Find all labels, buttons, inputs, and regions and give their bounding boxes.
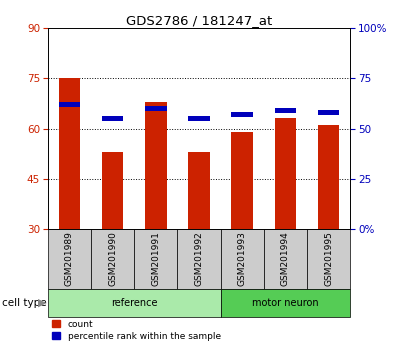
Title: GDS2786 / 181247_at: GDS2786 / 181247_at (126, 14, 272, 27)
Bar (145, 106, 167, 111)
Bar (134, 229, 178, 289)
Legend: count, percentile rank within the sample: count, percentile rank within the sample (52, 320, 221, 341)
Bar (59, 102, 80, 107)
Bar (275, 108, 296, 113)
Text: ▶: ▶ (38, 298, 46, 308)
Text: cell type: cell type (2, 298, 47, 308)
Bar (220, 229, 264, 289)
Bar (59, 79, 80, 229)
Bar (231, 132, 253, 229)
Text: GSM201992: GSM201992 (195, 232, 203, 286)
Bar (318, 110, 339, 115)
Bar (220, 289, 350, 317)
Text: motor neuron: motor neuron (252, 298, 319, 308)
Text: GSM201995: GSM201995 (324, 231, 333, 286)
Bar (231, 112, 253, 117)
Bar (307, 229, 350, 289)
Text: GSM201994: GSM201994 (281, 232, 290, 286)
Bar (318, 125, 339, 229)
Text: reference: reference (111, 298, 158, 308)
Bar (48, 229, 91, 289)
Bar (91, 229, 134, 289)
Bar (48, 289, 220, 317)
Bar (145, 102, 167, 229)
Text: GSM201991: GSM201991 (151, 231, 160, 286)
Bar (275, 119, 296, 229)
Bar (188, 152, 210, 229)
Bar (264, 229, 307, 289)
Bar (102, 116, 123, 121)
Text: GSM201989: GSM201989 (65, 231, 74, 286)
Bar (102, 152, 123, 229)
Text: GSM201990: GSM201990 (108, 231, 117, 286)
Text: GSM201993: GSM201993 (238, 231, 247, 286)
Bar (178, 229, 220, 289)
Bar (188, 116, 210, 121)
